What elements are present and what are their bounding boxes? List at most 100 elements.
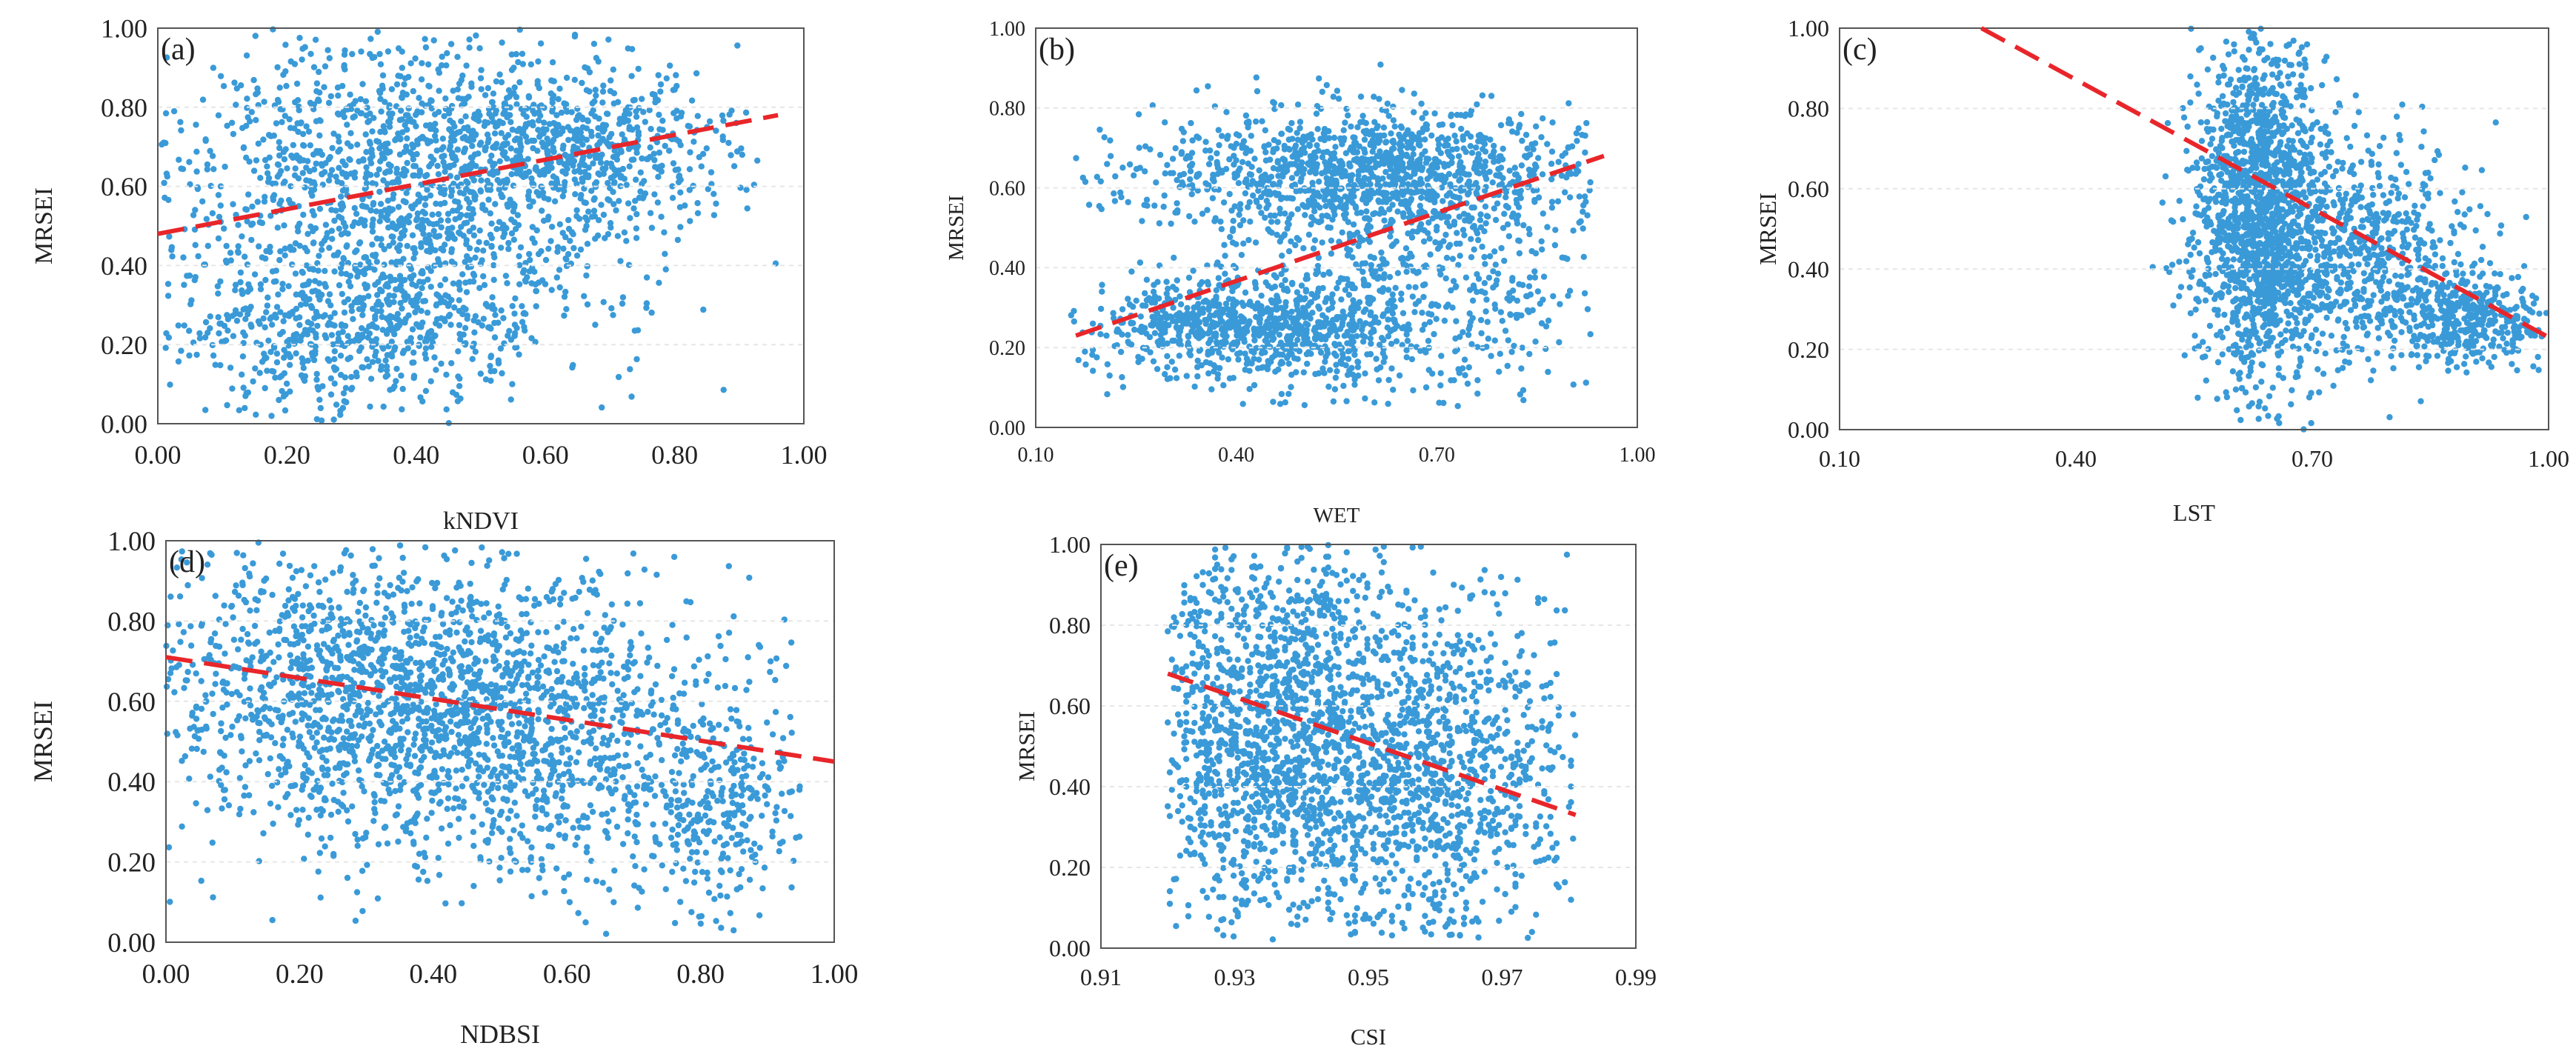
data-point: [365, 293, 372, 299]
data-point: [1136, 144, 1142, 151]
data-point: [1533, 164, 1540, 170]
data-point: [1437, 382, 1444, 389]
data-point: [519, 269, 527, 276]
data-point: [1376, 210, 1383, 217]
data-point: [1071, 307, 1077, 314]
data-point: [490, 276, 497, 283]
data-point: [425, 331, 431, 338]
data-point: [1329, 299, 1337, 306]
data-point: [1226, 190, 1233, 198]
data-point: [561, 312, 568, 319]
data-point: [357, 261, 364, 268]
data-point: [1188, 120, 1194, 127]
data-point: [1269, 181, 1277, 188]
data-point: [614, 99, 622, 105]
data-point: [577, 169, 584, 176]
data-point: [1262, 157, 1270, 164]
data-point: [395, 204, 402, 210]
data-point: [312, 278, 319, 284]
data-point: [1422, 136, 1428, 143]
data-point: [1404, 139, 1411, 146]
data-point: [1255, 187, 1262, 194]
data-point: [640, 109, 647, 116]
data-point: [505, 245, 512, 253]
data-point: [550, 78, 556, 84]
data-point: [338, 193, 345, 200]
data-point: [458, 118, 465, 124]
data-point: [276, 200, 283, 207]
data-point: [407, 335, 414, 341]
data-point: [1374, 123, 1381, 130]
data-point: [573, 116, 580, 124]
data-point: [1082, 361, 1089, 368]
data-point: [399, 385, 406, 393]
data-point: [639, 96, 645, 102]
data-point: [508, 230, 516, 237]
data-point: [1462, 113, 1468, 119]
data-point: [244, 389, 252, 396]
data-point: [1323, 81, 1331, 89]
data-point: [1579, 131, 1585, 139]
data-point: [643, 304, 650, 311]
data-point: [1154, 366, 1161, 373]
data-point: [558, 109, 565, 116]
data-point: [1262, 214, 1268, 221]
data-point: [276, 374, 283, 381]
data-point: [1381, 217, 1388, 224]
data-point: [1398, 290, 1405, 297]
data-point: [368, 150, 375, 156]
data-point: [482, 301, 489, 308]
data-point: [265, 132, 273, 139]
data-point: [1128, 268, 1135, 275]
data-point: [535, 117, 542, 124]
data-point: [730, 163, 738, 170]
data-point: [659, 117, 666, 124]
data-point: [1322, 353, 1329, 360]
data-point: [328, 227, 336, 234]
data-point: [1480, 168, 1487, 176]
data-point: [1260, 177, 1268, 184]
data-point: [436, 261, 443, 267]
data-point: [463, 253, 470, 260]
data-point: [228, 119, 236, 126]
data-point: [593, 179, 600, 186]
data-point: [1133, 166, 1140, 173]
data-point: [270, 279, 278, 285]
data-point: [1251, 381, 1258, 389]
data-point: [322, 267, 328, 274]
data-point: [217, 202, 224, 209]
data-point: [417, 334, 424, 341]
data-point: [285, 350, 292, 358]
data-point: [273, 359, 281, 366]
data-point: [347, 91, 353, 98]
data-point: [1551, 241, 1559, 249]
data-point: [1185, 274, 1193, 281]
data-point: [262, 276, 269, 284]
data-point: [517, 244, 525, 251]
data-point: [373, 259, 380, 265]
data-point: [1262, 127, 1269, 134]
data-point: [1500, 224, 1507, 231]
data-point: [1442, 275, 1449, 281]
data-point: [1338, 165, 1345, 172]
data-point: [1380, 124, 1388, 131]
data-point: [1469, 224, 1477, 230]
data-point: [536, 84, 542, 92]
data-point: [1262, 279, 1269, 286]
data-point: [1250, 192, 1257, 199]
data-point: [670, 160, 677, 167]
data-point: [1285, 248, 1293, 255]
data-point: [613, 207, 619, 214]
data-point: [1575, 125, 1582, 132]
data-point: [1174, 209, 1181, 216]
data-point: [279, 281, 286, 287]
data-point: [1388, 130, 1394, 137]
data-point: [516, 253, 522, 260]
data-point: [594, 232, 602, 239]
data-point: [1357, 119, 1364, 126]
data-point: [316, 396, 323, 403]
data-point: [593, 92, 599, 99]
data-point: [1315, 370, 1322, 377]
data-point: [1516, 124, 1522, 131]
data-point: [369, 223, 376, 230]
